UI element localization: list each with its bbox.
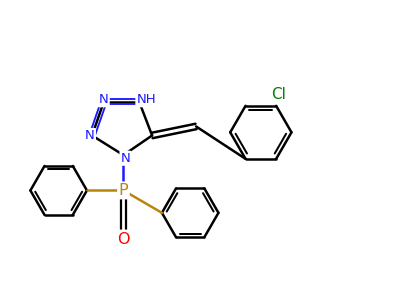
Text: NH: NH xyxy=(136,93,156,106)
Text: N: N xyxy=(120,152,130,165)
Text: O: O xyxy=(117,231,130,246)
Text: P: P xyxy=(119,183,128,198)
Text: O: O xyxy=(117,232,130,247)
Text: P: P xyxy=(119,183,128,198)
Text: N: N xyxy=(99,93,109,106)
Text: N: N xyxy=(85,129,95,142)
Text: Cl: Cl xyxy=(271,86,286,101)
